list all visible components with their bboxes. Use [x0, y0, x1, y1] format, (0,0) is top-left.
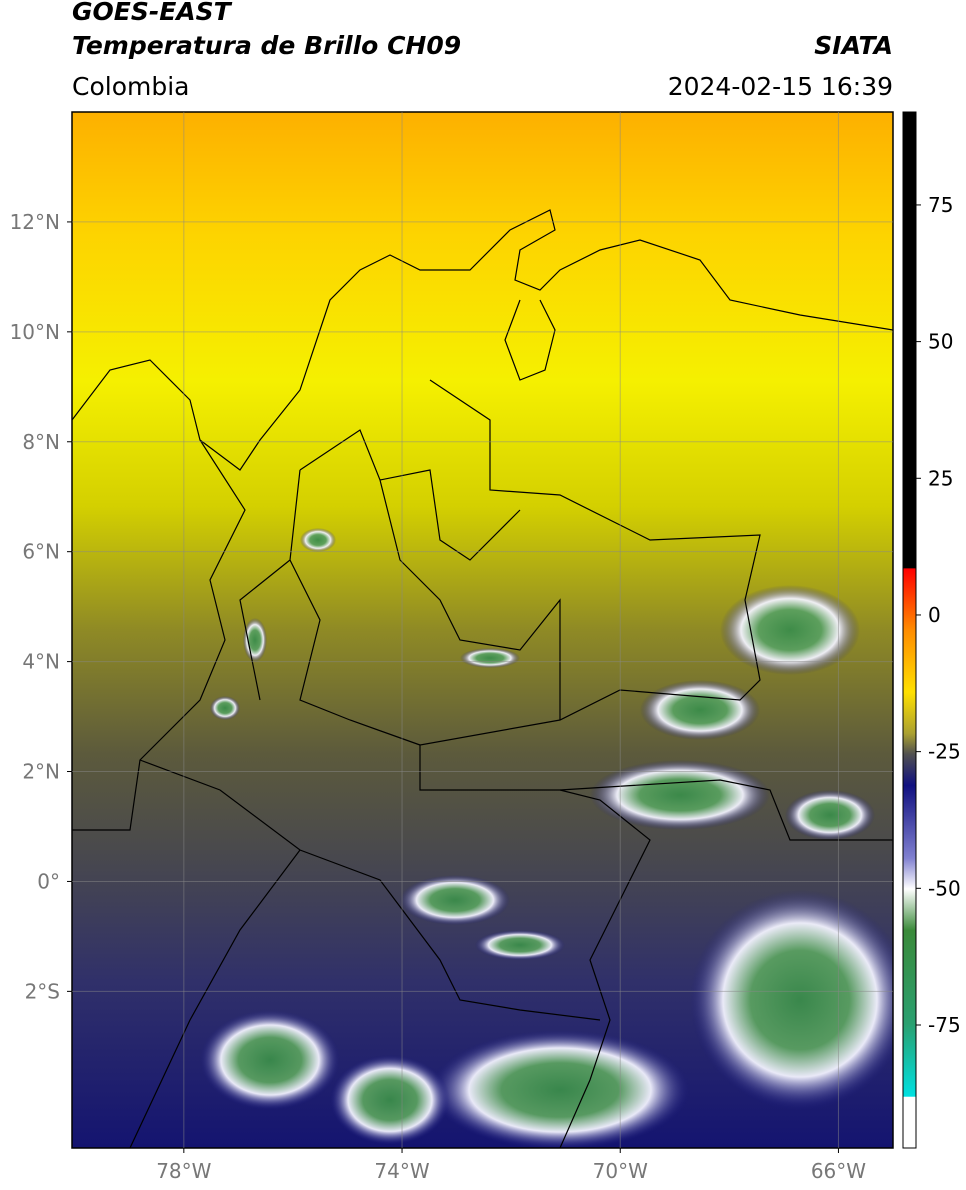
colorbar-tick-label: 50 [928, 330, 953, 354]
lat-tick-label: 4°N [22, 650, 60, 674]
source: SIATA [814, 31, 893, 60]
lat-tick-label: 12°N [10, 210, 60, 234]
cloud-tops [200, 528, 893, 1148]
colorbar-tick-label: 0 [928, 603, 941, 627]
colorbar [902, 111, 917, 1149]
lat-tick-label: 6°N [22, 540, 60, 564]
lon-tick-label: 66°W [811, 1159, 866, 1183]
lat-tick-label: 2°S [25, 979, 60, 1003]
colorbar-tick-label: -50 [928, 876, 961, 900]
boundaries [72, 209, 893, 1148]
lon-tick-label: 70°W [593, 1159, 648, 1183]
colorbar-tick-label: 25 [928, 466, 953, 490]
lat-tick-label: 8°N [22, 430, 60, 454]
lat-tick-label: 2°N [22, 760, 60, 784]
lon-tick-label: 78°W [156, 1159, 211, 1183]
colorbar-tick-label: -75 [928, 1013, 961, 1037]
lon-tick-label: 74°W [374, 1159, 429, 1183]
lat-tick-label: 0° [37, 869, 60, 893]
title-line1: GOES-EAST [72, 0, 233, 26]
map-image [72, 112, 893, 1148]
region: Colombia [72, 72, 189, 101]
colorbar-tick-label: -25 [928, 740, 961, 764]
map-frame [71, 111, 894, 1149]
datetime: 2024-02-15 16:39 [668, 72, 893, 101]
colorbar-tick-label: 75 [928, 193, 953, 217]
title-line2: Temperatura de Brillo CH09 [72, 31, 461, 60]
lat-tick-label: 10°N [10, 320, 60, 344]
